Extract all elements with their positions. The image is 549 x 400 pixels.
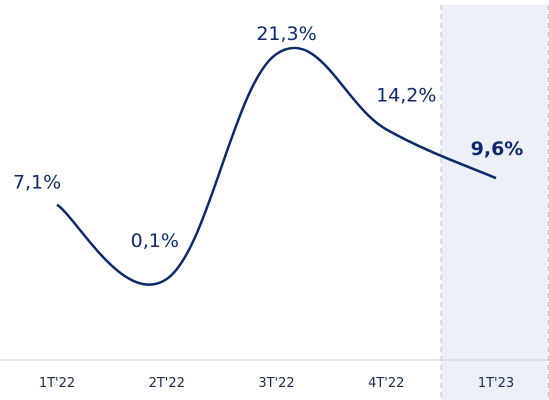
x-tick-label: 3T'22 — [258, 376, 294, 391]
value-label: 21,3% — [256, 23, 316, 45]
highlight-band — [441, 5, 549, 400]
value-label: 7,1% — [13, 172, 61, 194]
value-label: 14,2% — [376, 84, 436, 106]
value-label: 0,1% — [131, 230, 179, 252]
x-tick-label: 2T'22 — [149, 376, 185, 391]
background — [440, 5, 549, 400]
x-tick-label: 1T'22 — [39, 376, 75, 391]
x-tick-label: 1T'23 — [478, 376, 514, 391]
x-tick-label: 4T'22 — [368, 376, 404, 391]
line — [56, 46, 497, 286]
value-label: 9,6% — [471, 138, 524, 160]
